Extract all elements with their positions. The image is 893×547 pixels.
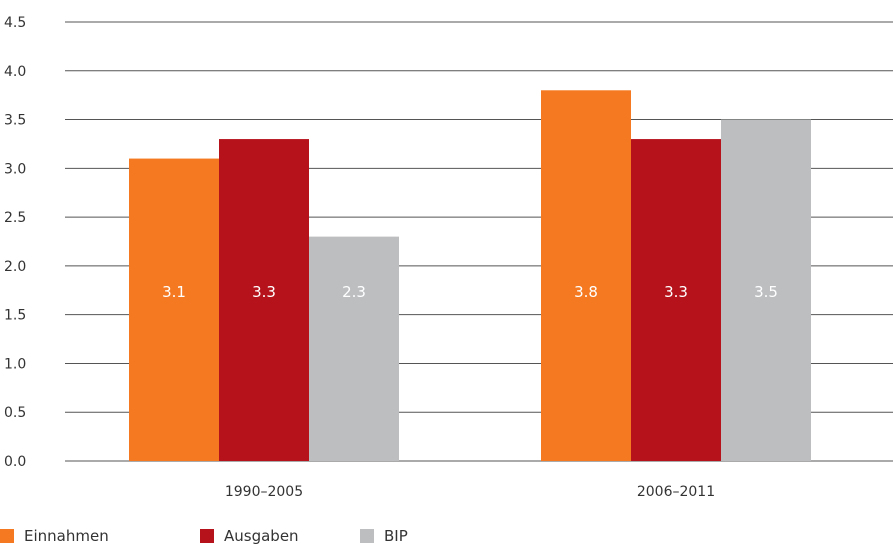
data-label: 3.5	[754, 283, 778, 301]
y-tick-label: 0.5	[4, 405, 26, 421]
bar-chart: 0.0 0.5 1.0 1.5 2.0 2.5 3.0 3.5 4.0 4.5 3.1 3.3 2.3…	[4, 15, 893, 500]
y-tick-label: 0.0	[4, 454, 26, 470]
legend-label-ausgaben: Ausgaben	[224, 527, 299, 545]
bars	[129, 90, 811, 462]
y-tick-label: 4.0	[4, 64, 26, 80]
legend-swatch-ausgaben	[200, 529, 214, 543]
legend-label-bip: BIP	[384, 527, 408, 545]
y-tick-label: 1.0	[4, 356, 26, 372]
bar-ausgaben-2	[631, 139, 721, 462]
data-label: 3.1	[162, 283, 186, 301]
bar-bip-2	[721, 119, 811, 462]
y-tick-label: 3.0	[4, 161, 26, 177]
data-label: 3.3	[252, 283, 276, 301]
legend-item-einnahmen: Einnahmen	[0, 527, 109, 545]
legend-swatch-einnahmen	[0, 529, 14, 543]
bar-bip-1	[309, 236, 399, 461]
data-label: 2.3	[342, 283, 366, 301]
x-category-label: 1990–2005	[225, 484, 303, 500]
legend-item-bip: BIP	[360, 527, 408, 545]
y-axis-ticks: 0.0 0.5 1.0 1.5 2.0 2.5 3.0 3.5 4.0 4.5	[4, 15, 26, 470]
data-label: 3.3	[664, 283, 688, 301]
y-tick-label: 1.5	[4, 308, 26, 324]
data-labels: 3.1 3.3 2.3 3.8 3.3 3.5	[162, 283, 778, 301]
legend: Einnahmen Ausgaben BIP	[0, 526, 408, 546]
y-tick-label: 4.5	[4, 15, 26, 31]
y-tick-label: 2.5	[4, 210, 26, 226]
bar-einnahmen-2	[541, 90, 631, 462]
x-axis-categories: 1990–2005 2006–2011	[225, 484, 715, 500]
legend-swatch-bip	[360, 529, 374, 543]
bar-einnahmen-1	[129, 158, 219, 462]
x-category-label: 2006–2011	[637, 484, 715, 500]
legend-label-einnahmen: Einnahmen	[24, 527, 109, 545]
bar-ausgaben-1	[219, 139, 309, 462]
legend-item-ausgaben: Ausgaben	[200, 527, 299, 545]
y-tick-label: 2.0	[4, 259, 26, 275]
data-label: 3.8	[574, 283, 598, 301]
y-tick-label: 3.5	[4, 113, 26, 129]
